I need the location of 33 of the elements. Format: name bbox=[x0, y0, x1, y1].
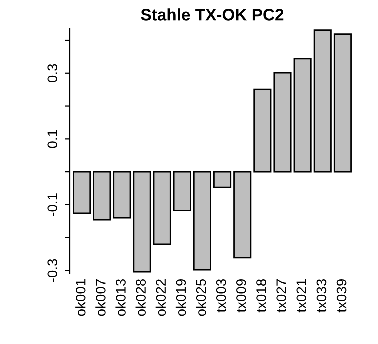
chart-title: Stahle TX-OK PC2 bbox=[141, 8, 284, 21]
y-tick-label: 0.3 bbox=[48, 64, 58, 83]
x-tick-label: ok025 bbox=[196, 279, 206, 316]
bar bbox=[93, 171, 112, 221]
bar bbox=[133, 171, 152, 273]
y-tick-label: -0.1 bbox=[48, 194, 58, 216]
x-tick-label: ok007 bbox=[96, 280, 106, 316]
bar bbox=[193, 171, 212, 271]
x-tick-label: ok019 bbox=[176, 280, 186, 316]
x-tick-label: tx039 bbox=[336, 280, 347, 313]
x-tick-label: ok013 bbox=[116, 279, 126, 316]
bar bbox=[274, 72, 292, 173]
bar bbox=[153, 171, 172, 246]
x-tick-label: tx027 bbox=[276, 280, 286, 313]
bar bbox=[73, 171, 92, 214]
x-tick-label: tx021 bbox=[296, 280, 307, 313]
bar bbox=[314, 30, 332, 173]
x-tick-label: tx033 bbox=[316, 279, 327, 313]
x-tick-label: ok022 bbox=[156, 280, 166, 316]
bar bbox=[334, 34, 352, 173]
bar bbox=[214, 171, 232, 188]
y-tick-label: 0.1 bbox=[48, 130, 58, 148]
bar bbox=[113, 171, 132, 219]
x-tick-label: ok001 bbox=[76, 280, 86, 316]
x-tick-label: tx003 bbox=[216, 279, 226, 313]
bar bbox=[254, 88, 272, 173]
bar bbox=[173, 171, 192, 212]
bar bbox=[234, 171, 252, 259]
x-tick-label: tx009 bbox=[236, 280, 246, 313]
y-tick-label: -0.3 bbox=[48, 259, 58, 282]
x-tick-label: ok028 bbox=[136, 279, 146, 316]
bar bbox=[294, 58, 312, 173]
x-tick-label: tx018 bbox=[256, 279, 266, 313]
